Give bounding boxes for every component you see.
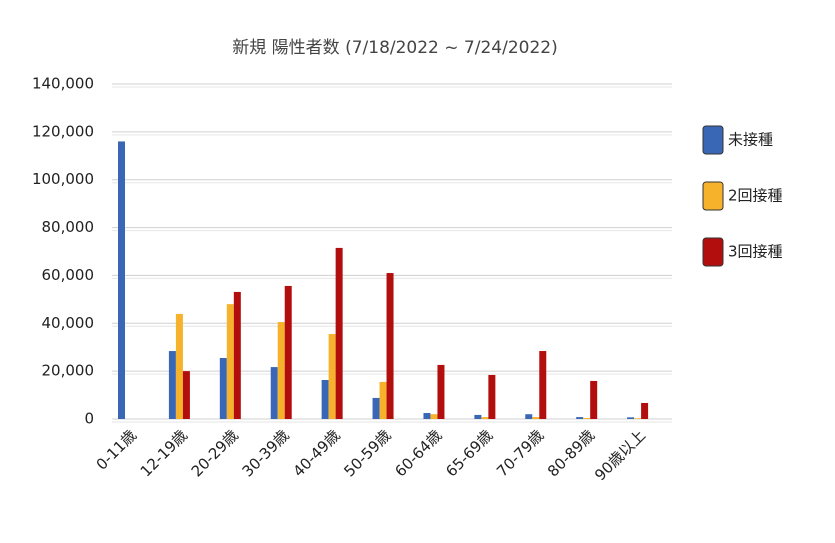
bar: [627, 417, 635, 419]
y-tick-label: 140,000: [32, 75, 94, 93]
bar: [386, 273, 394, 419]
bar: [525, 414, 533, 419]
x-tick-label: 65-69歳: [442, 426, 496, 480]
bar: [328, 334, 336, 419]
x-tick-label: 20-29歳: [188, 426, 242, 480]
bar: [430, 414, 438, 419]
x-tick-label: 12-19歳: [137, 426, 191, 480]
bar: [233, 291, 241, 419]
bar: [277, 322, 285, 419]
bar: [335, 247, 343, 419]
y-tick-label: 20,000: [42, 362, 95, 380]
bar: [226, 304, 234, 419]
x-tick-label: 90歳以上: [591, 426, 649, 484]
bar: [423, 413, 431, 419]
x-tick-label: 30-39歳: [239, 426, 293, 480]
bar: [175, 313, 183, 419]
x-tick-label: 70-79歳: [493, 426, 547, 480]
chart-title: 新規 陽性者数 (7/18/2022 ~ 7/24/2022): [232, 38, 557, 58]
bar: [118, 141, 125, 419]
legend-label: 2回接種: [728, 187, 783, 205]
bar: [583, 418, 591, 419]
y-tick-label: 100,000: [32, 170, 94, 188]
x-tick-label: 50-59歳: [340, 426, 394, 480]
legend-swatch: [702, 125, 724, 155]
bar: [532, 417, 540, 419]
bar: [641, 402, 649, 419]
y-tick-label: 120,000: [32, 122, 94, 140]
bar: [437, 364, 445, 419]
y-tick-label: 40,000: [42, 314, 95, 332]
y-tick-label: 0: [84, 410, 94, 428]
y-tick-label: 80,000: [42, 218, 95, 236]
bar: [474, 414, 482, 419]
bar: [168, 351, 176, 419]
bar: [182, 371, 190, 419]
bar: [590, 380, 598, 419]
legend-label: 未接種: [728, 131, 773, 149]
bar: [219, 357, 227, 419]
bar: [284, 285, 292, 419]
legend-swatch: [702, 181, 724, 211]
y-tick-label: 60,000: [42, 266, 95, 284]
x-tick-label: 80-89歳: [544, 426, 598, 480]
legend-swatch: [702, 237, 724, 267]
bar: [270, 367, 278, 419]
x-tick-label: 40-49歳: [289, 426, 343, 480]
bar: [576, 417, 584, 419]
x-tick-label: 0-11歳: [93, 426, 140, 473]
bar: [481, 417, 489, 419]
legend-label: 3回接種: [728, 243, 783, 261]
bar: [634, 418, 642, 419]
bar: [379, 381, 387, 419]
bar: [321, 379, 329, 419]
bar: [372, 397, 380, 419]
bar: [539, 351, 547, 419]
bar: [488, 374, 496, 419]
x-tick-label: 60-64歳: [391, 426, 445, 480]
